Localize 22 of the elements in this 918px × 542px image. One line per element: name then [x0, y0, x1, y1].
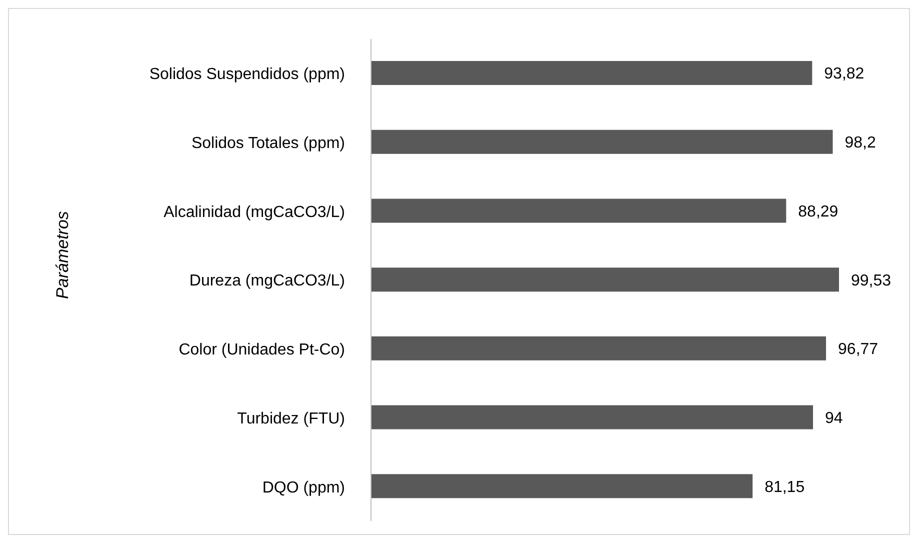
data-label: 96,77 — [838, 341, 878, 358]
bar — [371, 336, 826, 360]
y-tick-label: Color (Unidades Pt-Co) — [178, 342, 345, 359]
bar — [371, 61, 812, 85]
bar — [371, 198, 786, 223]
bar — [371, 268, 839, 292]
y-tick-label: Turbidez (FTU) — [237, 410, 345, 428]
y-tick-label: Solidos Suspendidos (ppm) — [149, 66, 345, 84]
y-tick-label: Alcalinidad (mgCaCO3/L) — [164, 204, 345, 221]
bar — [371, 405, 813, 430]
data-label: 98,2 — [844, 134, 876, 152]
bar — [371, 130, 833, 154]
data-label: 88,29 — [798, 203, 838, 220]
bar — [371, 474, 753, 498]
y-tick-label: Dureza (mgCaCO3/L) — [189, 272, 345, 290]
y-axis-title: Parámetros — [53, 211, 73, 299]
data-label: 81,15 — [764, 478, 805, 496]
data-label: 99,53 — [851, 272, 892, 290]
y-tick-label: DQO (ppm) — [262, 479, 345, 496]
data-label: 93,82 — [824, 66, 864, 83]
data-label: 94 — [824, 410, 843, 427]
y-tick-label: Solidos Totales (ppm) — [191, 134, 345, 152]
